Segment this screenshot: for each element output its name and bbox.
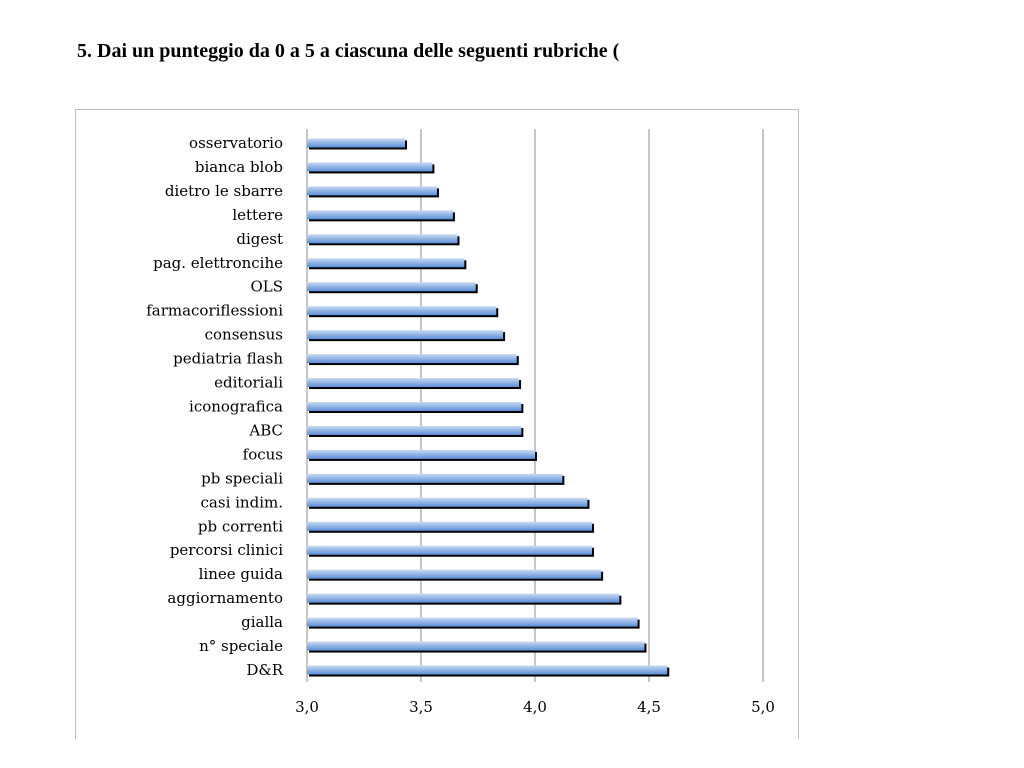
category-labels: osservatorio bianca blob dietro le sbarre l… — [146, 134, 283, 679]
bar-chart: osservatorio bianca blob dietro le sbarre l… — [146, 129, 775, 716]
category-label: lettere — [232, 206, 283, 224]
chart-frame: osservatorio bianca blob dietro le sbarre l… — [75, 109, 799, 739]
category-label: pb correnti — [198, 517, 283, 535]
x-tick-label: 3,0 — [295, 698, 319, 716]
bar — [307, 569, 602, 579]
bar — [307, 402, 522, 411]
category-label: farmacoriflessioni — [146, 302, 283, 320]
x-tick-labels: 3,0 3,5 4,0 4,5 5,0 — [295, 698, 775, 716]
x-tick-label: 5,0 — [751, 698, 775, 716]
x-tick-label: 4,5 — [637, 698, 661, 716]
category-label: digest — [236, 230, 283, 248]
category-label: focus — [243, 445, 283, 463]
bar — [307, 378, 520, 388]
x-tick-label: 4,0 — [523, 698, 547, 716]
bar — [307, 473, 563, 483]
category-label: pag. elettroncihe — [153, 254, 283, 272]
bars — [307, 138, 670, 677]
bar — [307, 617, 638, 627]
category-label: OLS — [250, 278, 283, 296]
category-label: osservatorio — [189, 134, 283, 152]
category-label: pb speciali — [201, 469, 283, 487]
bar — [307, 162, 433, 172]
bar — [307, 210, 453, 220]
category-label: n° speciale — [199, 637, 283, 655]
category-label: pediatria flash — [173, 350, 283, 368]
bar — [307, 545, 592, 555]
category-label: casi indim. — [201, 493, 283, 511]
bar — [307, 138, 406, 148]
category-label: linee guida — [199, 565, 283, 583]
bar — [307, 449, 535, 459]
bar — [307, 521, 592, 531]
category-label: percorsi clinici — [170, 541, 283, 559]
category-label: ABC — [248, 421, 283, 439]
bar — [307, 425, 522, 435]
category-label: aggiornamento — [167, 589, 283, 607]
category-label: editoriali — [214, 374, 283, 392]
bar — [307, 354, 517, 364]
bar — [307, 282, 476, 292]
bar — [307, 641, 645, 651]
bar — [307, 258, 465, 268]
category-label: iconografica — [189, 398, 283, 416]
bar — [307, 186, 437, 196]
bar — [307, 593, 620, 603]
bar — [307, 665, 668, 675]
bar — [307, 306, 497, 316]
x-tick-label: 3,5 — [409, 698, 433, 716]
category-label: bianca blob — [195, 158, 283, 176]
category-label: gialla — [241, 613, 283, 631]
bar — [307, 234, 458, 244]
bar — [307, 330, 504, 340]
category-label: dietro le sbarre — [165, 182, 283, 200]
question-title: 5. Dai un punteggio da 0 a 5 a ciascuna … — [77, 40, 620, 62]
bar — [307, 497, 588, 507]
category-label: consensus — [205, 326, 283, 344]
category-label: D&R — [246, 661, 283, 679]
